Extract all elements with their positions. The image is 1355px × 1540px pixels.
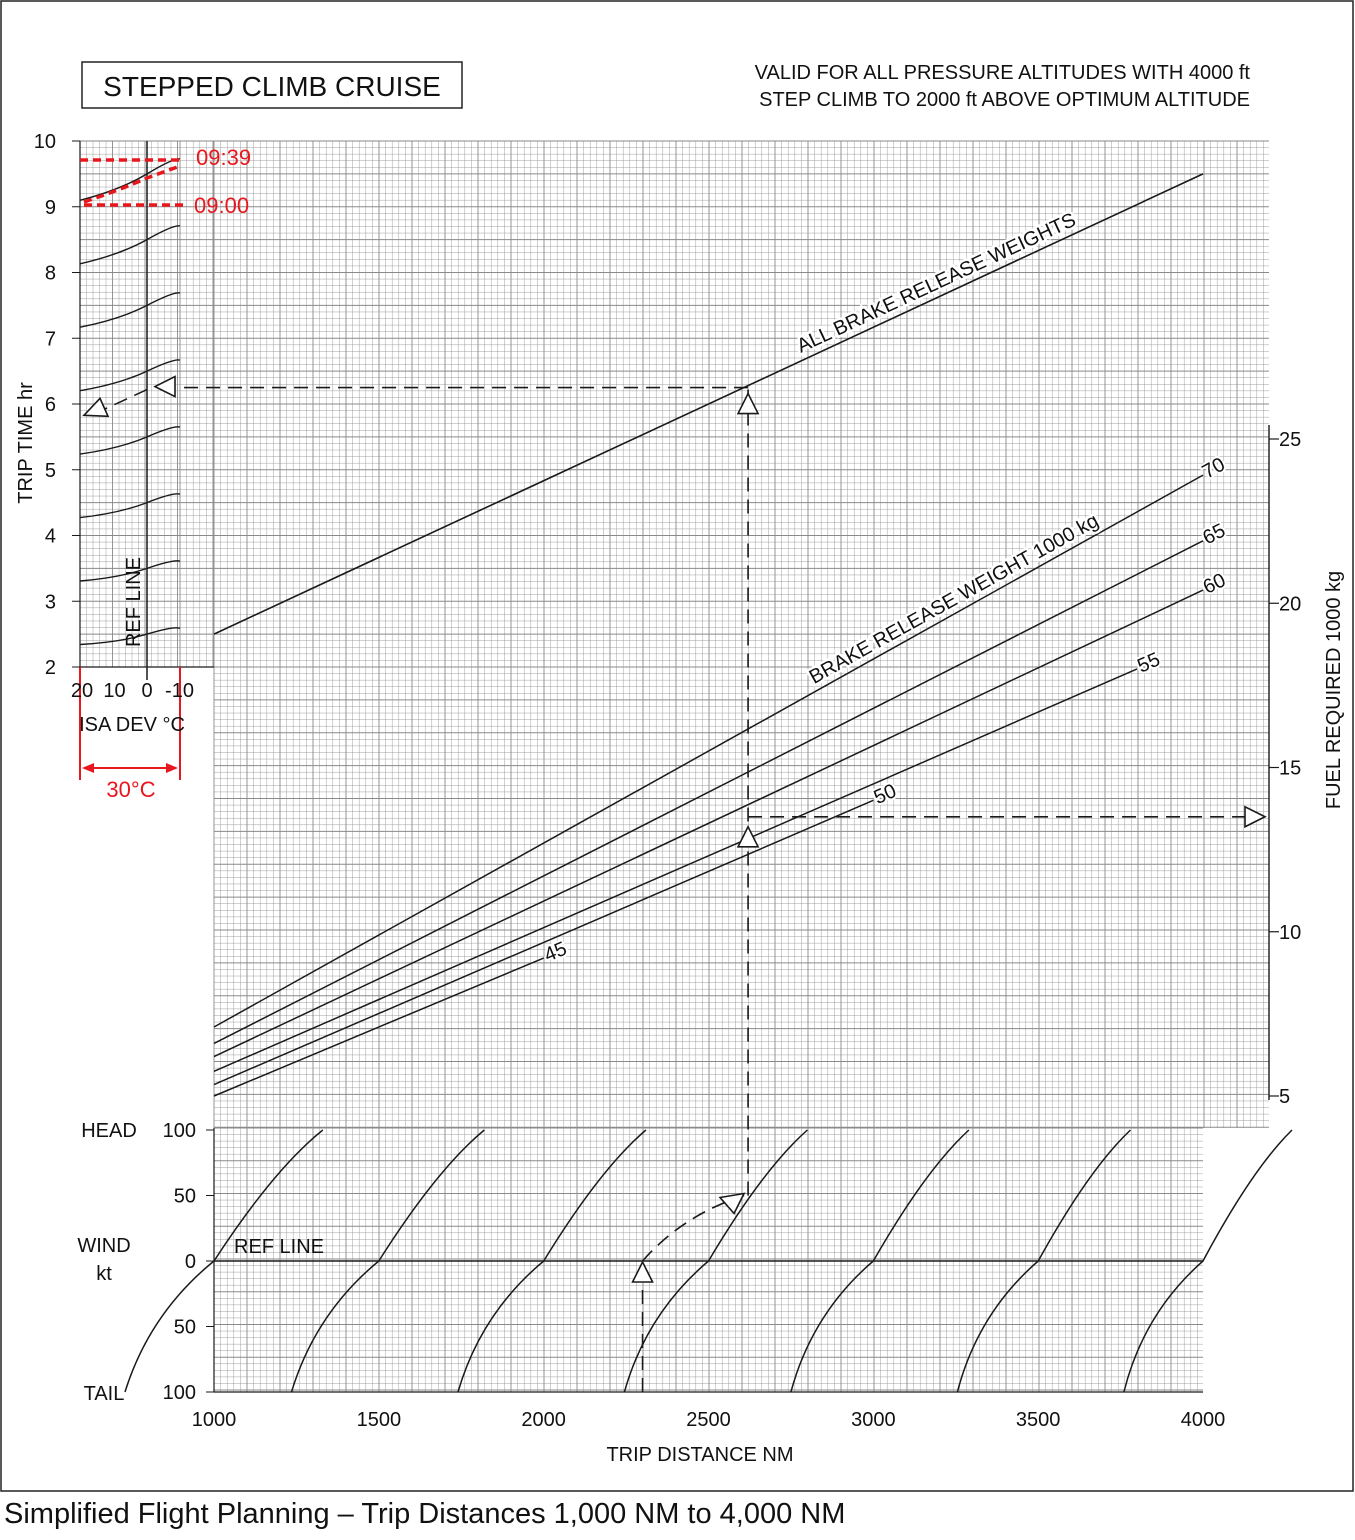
note-line-2: STEP CLIMB TO 2000 ft ABOVE OPTIMUM ALTI… <box>759 89 1250 111</box>
fuel-line-70 <box>213 474 1204 1028</box>
x-tick-label: 3500 <box>1016 1409 1061 1431</box>
time-axis-label: TRIP TIME hr <box>15 382 37 504</box>
fuel-tick-label: 25 <box>1279 429 1301 451</box>
wind-tick-label: 0 <box>185 1251 196 1273</box>
example-arrow-time-ref <box>153 375 176 398</box>
wind-unit-label: kt <box>96 1263 112 1285</box>
time-tick-label: 8 <box>45 263 56 285</box>
example-isa-line <box>99 388 148 413</box>
time-annotation-high: 09:39 <box>196 145 251 170</box>
wind-tick-label: 100 <box>163 1382 196 1404</box>
isa-correction-line <box>79 627 181 646</box>
red-arrowhead-right <box>166 763 178 773</box>
time-tick-label: 3 <box>45 591 56 613</box>
isa-tick-label: 0 <box>141 680 152 702</box>
isa-tick-label: 10 <box>103 680 125 702</box>
wind-correction-curve <box>290 1129 485 1393</box>
time-tick-label: 6 <box>45 394 56 416</box>
x-tick-label: 1000 <box>192 1409 237 1431</box>
fuel-line-65 <box>213 540 1204 1045</box>
time-annotation-low: 09:00 <box>194 193 249 218</box>
wind-correction-curve <box>956 1129 1132 1393</box>
isa-correction-line <box>79 292 181 328</box>
fuel-line-55 <box>213 668 1138 1073</box>
wind-correction-curve <box>1123 1129 1293 1393</box>
x-tick-label: 2000 <box>521 1409 566 1431</box>
example-wind-curve <box>641 1194 745 1262</box>
wind-correction-curve <box>790 1129 970 1393</box>
isa-correction-line <box>79 493 181 519</box>
isa-span-annotation: 30°C <box>106 777 155 802</box>
isa-correction-line <box>79 359 181 392</box>
x-tick-label: 1500 <box>357 1409 402 1431</box>
wind-tick-label: 50 <box>174 1186 196 1208</box>
time-tick-label: 10 <box>34 131 56 153</box>
fuel-line-50 <box>213 799 874 1086</box>
time-tick-label: 9 <box>45 197 56 219</box>
worked-example <box>79 158 1267 1392</box>
fuel-tick-label: 10 <box>1279 922 1301 944</box>
stepped-climb-cruise-chart: ALL BRAKE RELEASE WEIGHTS455055606570BRA… <box>0 0 1354 1492</box>
wind-tick-label: 50 <box>174 1317 196 1339</box>
example-arrow-isa <box>82 396 110 418</box>
isa-tick-label: -10 <box>165 680 194 702</box>
wind-correction-curve <box>457 1129 647 1393</box>
x-tick-label: 3000 <box>851 1409 896 1431</box>
fuel-axis-label: FUEL REQUIRED 1000 kg <box>1323 571 1345 809</box>
fuel-line-45 <box>213 957 544 1097</box>
wind-tail-label: TAIL <box>84 1383 125 1405</box>
isa-correction-line <box>79 426 181 455</box>
figure-caption: Simplified Flight Planning – Trip Distan… <box>4 1498 846 1530</box>
fuel-tick-label: 5 <box>1279 1086 1290 1108</box>
time-tick-label: 5 <box>45 460 56 482</box>
wind-label: WIND <box>77 1235 130 1257</box>
red-isa-curve <box>83 164 181 204</box>
time-tick-label: 2 <box>45 657 56 679</box>
red-arrowhead-left <box>82 763 94 773</box>
trip-time-line <box>213 173 1204 635</box>
isa-ref-line-label: REF LINE <box>123 557 145 647</box>
wind-head-label: HEAD <box>81 1120 137 1142</box>
isa-axis-label: ISA DEV °C <box>79 714 185 736</box>
time-tick-label: 7 <box>45 328 56 350</box>
example-arrow-fuel-axis <box>1244 805 1267 829</box>
wind-correction-curve <box>124 1129 324 1393</box>
fuel-tick-label: 15 <box>1279 758 1301 780</box>
chart-grid <box>79 140 1269 1392</box>
x-tick-label: 4000 <box>1181 1409 1226 1431</box>
example-arrow-time <box>736 391 760 415</box>
fuel-tick-label: 20 <box>1279 593 1301 615</box>
title-box <box>81 61 463 109</box>
chart-labels: STEPPED CLIMB CRUISE VALID FOR ALL PRESS… <box>15 61 1345 1466</box>
fuel-line-60 <box>213 589 1204 1058</box>
example-arrow-wind-curve <box>718 1192 746 1215</box>
x-tick-label: 2500 <box>686 1409 731 1431</box>
example-arrow-wind-entry <box>631 1260 654 1283</box>
time-tick-label: 4 <box>45 526 56 548</box>
example-arrow-fuel <box>736 824 760 848</box>
isa-tick-label: 20 <box>71 680 93 702</box>
isa-correction-line <box>79 225 181 265</box>
x-axis-label: TRIP DISTANCE NM <box>606 1444 793 1466</box>
chart-title: STEPPED CLIMB CRUISE <box>103 71 441 102</box>
wind-ref-line-label: REF LINE <box>234 1236 324 1258</box>
isa-correction-line <box>79 560 181 582</box>
wind-tick-label: 100 <box>163 1120 196 1142</box>
note-line-1: VALID FOR ALL PRESSURE ALTITUDES WITH 40… <box>755 62 1251 84</box>
